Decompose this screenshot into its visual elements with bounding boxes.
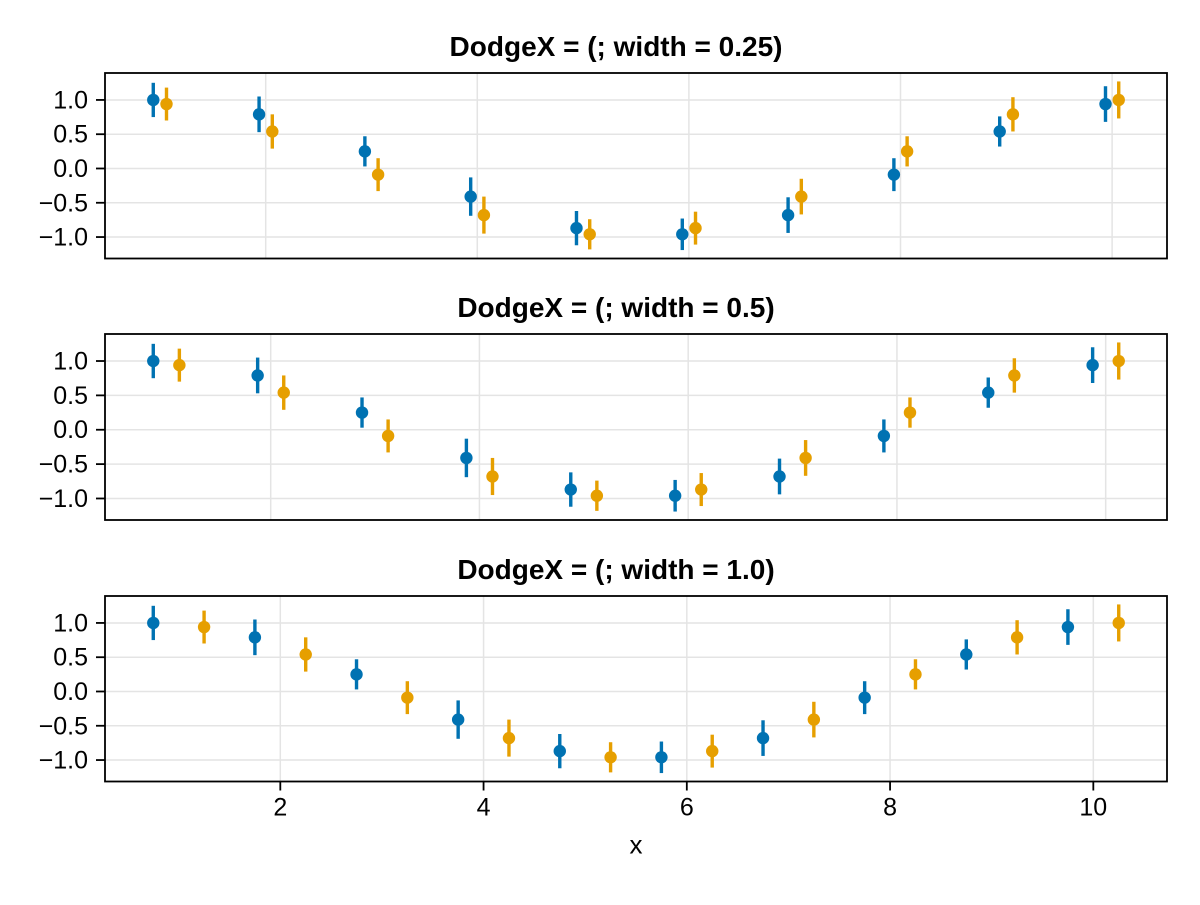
y-tick-label: −1.0 bbox=[39, 224, 88, 252]
data-point bbox=[358, 145, 372, 158]
data-point bbox=[451, 713, 465, 726]
data-point bbox=[900, 145, 914, 158]
data-point bbox=[960, 648, 973, 661]
data-point bbox=[1061, 620, 1075, 634]
x-tick-label: 10 bbox=[1079, 794, 1107, 822]
data-point bbox=[1099, 97, 1112, 111]
data-point bbox=[570, 221, 583, 235]
data-point bbox=[502, 731, 516, 745]
data-point bbox=[773, 470, 786, 483]
data-point bbox=[197, 620, 211, 634]
data-point bbox=[1112, 616, 1125, 630]
data-point bbox=[355, 406, 369, 419]
x-tick-label: 6 bbox=[680, 794, 694, 822]
y-tick-label: 0.0 bbox=[53, 678, 88, 706]
data-point bbox=[1006, 108, 1020, 121]
data-point bbox=[251, 369, 264, 382]
data-point bbox=[655, 751, 668, 764]
data-point bbox=[756, 731, 770, 745]
data-point bbox=[781, 208, 795, 222]
data-point bbox=[486, 470, 499, 483]
panel-2-title: DodgeX = (; width = 0.5) bbox=[457, 292, 774, 323]
data-point bbox=[795, 190, 808, 203]
data-point bbox=[464, 190, 477, 203]
plot-border bbox=[104, 595, 1168, 783]
data-point bbox=[799, 451, 812, 465]
data-point bbox=[858, 691, 871, 704]
data-point bbox=[252, 108, 266, 121]
data-point bbox=[807, 713, 821, 726]
panel-1-title: DodgeX = (; width = 0.25) bbox=[450, 31, 783, 62]
y-tick-label: 0.5 bbox=[53, 382, 88, 410]
y-tick-label: 0.5 bbox=[53, 121, 88, 149]
data-point bbox=[1086, 358, 1099, 372]
y-tick-label: 1.0 bbox=[53, 609, 88, 637]
panel-2-plot: 1.0 0.5 0.0 −0.5 −1.0 bbox=[39, 333, 1168, 521]
data-point bbox=[266, 125, 279, 138]
data-point bbox=[299, 648, 312, 661]
data-point bbox=[982, 386, 995, 399]
data-point bbox=[909, 668, 922, 681]
data-point bbox=[147, 616, 160, 630]
data-point bbox=[1010, 631, 1024, 644]
data-point bbox=[887, 168, 901, 181]
data-point bbox=[401, 691, 414, 704]
panel-3-title: DodgeX = (; width = 1.0) bbox=[457, 554, 774, 585]
data-point bbox=[460, 451, 473, 465]
data-point bbox=[381, 429, 395, 443]
y-tick-label: −1.0 bbox=[39, 485, 88, 513]
y-tick-label: −0.5 bbox=[39, 189, 88, 217]
x-tick-label: 2 bbox=[273, 794, 287, 822]
data-point bbox=[173, 358, 186, 372]
data-point bbox=[668, 489, 682, 502]
data-point bbox=[350, 668, 363, 681]
x-tick-label: 8 bbox=[883, 794, 897, 822]
y-tick-label: 1.0 bbox=[53, 348, 88, 376]
data-point bbox=[277, 386, 290, 399]
data-point bbox=[590, 489, 604, 502]
data-point bbox=[147, 93, 160, 107]
plot-border bbox=[104, 72, 1168, 260]
y-tick-label: −0.5 bbox=[39, 712, 88, 740]
data-point bbox=[993, 125, 1006, 138]
y-tick-label: 0.5 bbox=[53, 644, 88, 672]
x-tick-label: 4 bbox=[477, 794, 491, 822]
data-point bbox=[553, 744, 566, 758]
y-tick-label: 0.0 bbox=[53, 155, 88, 183]
y-tick-label: −0.5 bbox=[39, 451, 88, 479]
data-point bbox=[248, 631, 262, 644]
y-tick-label: 0.0 bbox=[53, 416, 88, 444]
x-axis-label: x bbox=[630, 830, 643, 860]
data-point bbox=[706, 744, 719, 758]
data-point bbox=[564, 483, 577, 496]
panel-3-plot: 1.0 0.5 0.0 −0.5 −1.0 2 4 6 8 10 bbox=[39, 595, 1168, 822]
data-point bbox=[1112, 93, 1125, 107]
data-point bbox=[695, 483, 708, 496]
data-point bbox=[477, 208, 491, 222]
y-tick-label: −1.0 bbox=[39, 747, 88, 775]
data-point bbox=[604, 751, 617, 764]
data-point bbox=[689, 221, 702, 235]
data-point bbox=[147, 354, 160, 368]
y-tick-label: 1.0 bbox=[53, 86, 88, 114]
data-point bbox=[903, 406, 917, 419]
data-point bbox=[1008, 369, 1021, 382]
plot-border bbox=[104, 333, 1168, 521]
data-point bbox=[583, 228, 596, 241]
data-point bbox=[160, 97, 173, 111]
data-point bbox=[371, 168, 385, 181]
panel-1-plot: 1.0 0.5 0.0 −0.5 −1.0 bbox=[39, 72, 1168, 260]
data-point bbox=[877, 429, 891, 443]
data-point bbox=[676, 228, 689, 241]
data-point bbox=[1112, 354, 1125, 368]
